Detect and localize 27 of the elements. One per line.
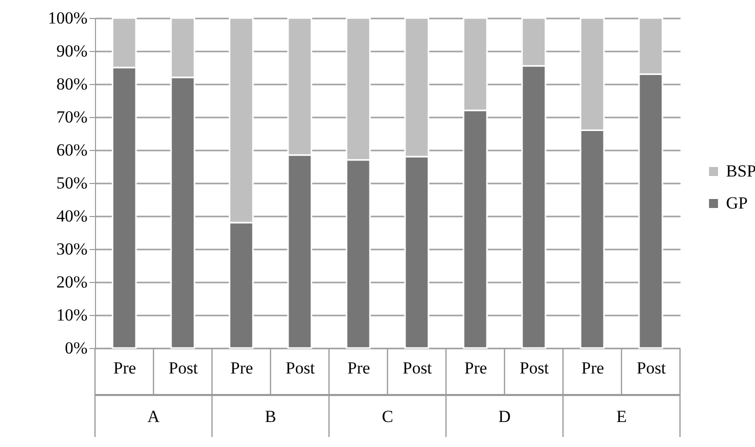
x-tick-label: Pre: [347, 358, 370, 378]
text: C: [382, 407, 394, 426]
text: D: [498, 407, 511, 426]
text: B: [264, 407, 276, 426]
y-tick-label: 0%: [64, 338, 88, 358]
y-tick-label: 100%: [48, 8, 88, 28]
y-tick-label: 70%: [56, 108, 88, 126]
y-tick-label: 80%: [56, 74, 88, 94]
x-tick-label: Pre: [113, 358, 136, 378]
y-tick-label: 50%: [56, 174, 88, 192]
x-tick-label: Pre: [581, 358, 604, 378]
text: A: [147, 407, 160, 426]
y-tick-label: 20%: [56, 272, 88, 292]
y-tick-label: 90%: [56, 42, 88, 60]
x-tick-label: Pre: [464, 358, 488, 378]
x-tick-label: Post: [520, 358, 550, 378]
y-tick-label: 40%: [56, 206, 88, 226]
x-tick-label: Pre: [230, 358, 254, 378]
y-tick-label: 60%: [56, 140, 88, 160]
y-tick-label: 10%: [56, 306, 88, 324]
x-tick-label: Post: [286, 358, 316, 378]
y-tick-label: 30%: [56, 240, 88, 258]
x-tick-label: Post: [168, 358, 198, 378]
x-tick-label: Post: [402, 358, 432, 378]
text: E: [616, 407, 627, 426]
legend-label: GP: [726, 194, 748, 212]
x-tick-label: Post: [636, 358, 666, 378]
